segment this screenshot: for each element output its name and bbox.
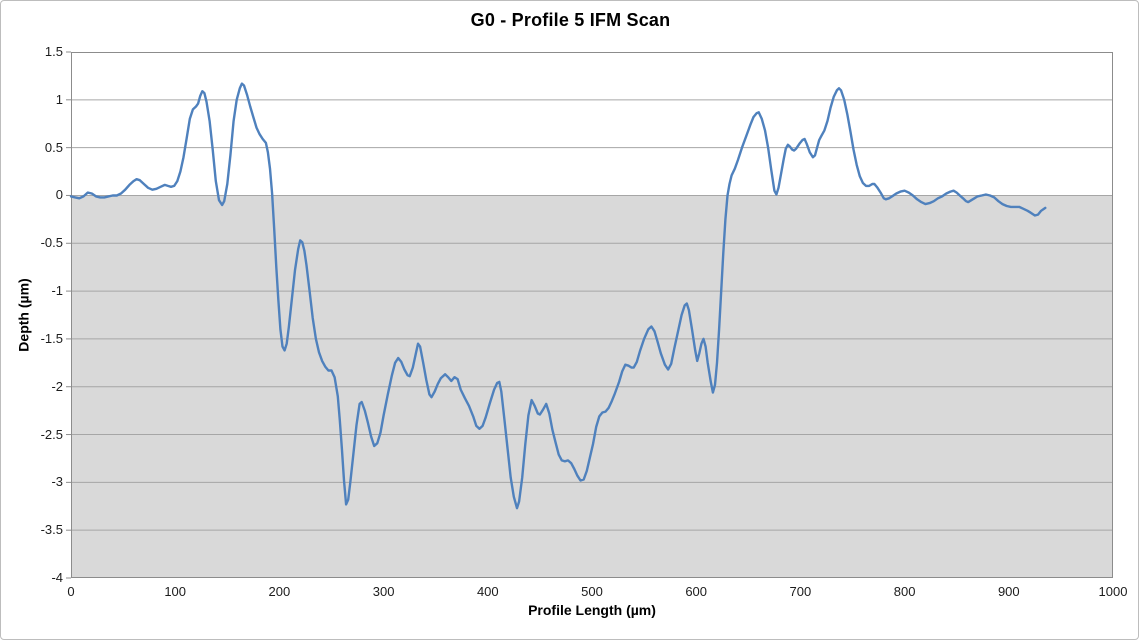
y-tick-label: -2: [51, 378, 63, 394]
x-tick-label: 900: [997, 584, 1020, 599]
chart-title: G0 - Profile 5 IFM Scan: [470, 10, 671, 30]
profile-line: [69, 82, 1047, 510]
x-tick-label: 400: [476, 584, 499, 599]
x-tick-label: 800: [893, 584, 916, 599]
y-tick-label: 1: [55, 91, 63, 107]
x-tick-label: 1000: [1098, 584, 1128, 599]
y-tick-label: -3: [51, 474, 63, 490]
y-tick-label: 1.5: [44, 44, 63, 59]
y-axis-title-area: Depth (µm): [8, 52, 40, 578]
x-tick-label: 100: [164, 584, 187, 599]
y-tick-label: 0: [55, 187, 63, 203]
y-tick-label: -4: [51, 570, 63, 585]
y-tick-label: -2.5: [40, 426, 63, 442]
plot-area: [66, 51, 1113, 579]
x-tick-label: 0: [67, 584, 75, 599]
y-tick-label: -1: [51, 283, 63, 299]
x-tick-label: 300: [372, 584, 395, 599]
x-axis-title: Profile Length (µm): [528, 602, 656, 618]
y-tick-label: 0.5: [44, 139, 63, 155]
y-tick-label: -1.5: [40, 330, 63, 346]
y-tick-label: -3.5: [40, 522, 63, 538]
x-tick-label: 500: [581, 584, 603, 599]
y-tick-label: -0.5: [40, 235, 63, 251]
plot-border: [71, 52, 1113, 578]
x-tick-label: 200: [268, 584, 291, 599]
x-tick-label: 600: [685, 584, 708, 599]
x-tick-label: 700: [789, 584, 812, 599]
